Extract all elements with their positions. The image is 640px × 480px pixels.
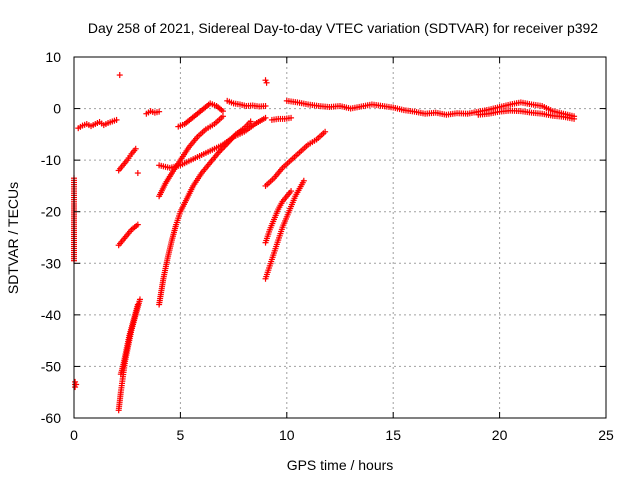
y-tick-label: -60 [41,410,61,426]
data-point [571,115,578,122]
data-point [219,113,226,120]
x-tick-label: 10 [279,427,295,443]
data-point [262,102,269,109]
x-tick-label: 15 [385,427,401,443]
y-axis-label: SDTVAR / TECUs [5,182,21,294]
grid [74,57,606,418]
x-tick-label: 5 [177,427,185,443]
y-tick-label: 10 [45,49,61,65]
data-point [134,170,141,177]
plot-frame [73,56,607,419]
data-point-fill [217,147,224,154]
y-tick-label: -40 [41,307,61,323]
chart-title: Day 258 of 2021, Sidereal Day-to-day VTE… [88,20,598,36]
y-tick-label: -50 [41,358,61,374]
x-tick-label: 0 [70,427,78,443]
data-point [219,108,226,115]
axis-ticks: 0 5 10 15 20 25 -60 -50 -40 -30 -20 -10 0 10 [41,49,614,443]
data-points [71,72,578,414]
x-tick-label: 20 [492,427,508,443]
data-point [156,108,163,115]
data-point [263,79,270,86]
data-point [288,114,295,121]
data-point [116,72,123,79]
data-point [322,128,329,135]
x-tick-label: 25 [598,427,614,443]
data-point [132,145,139,152]
data-point [300,177,307,184]
data-point [134,301,141,308]
data-point [262,114,269,121]
data-point [288,188,295,195]
data-point [134,221,141,228]
data-point [113,116,120,123]
y-tick-label: 0 [53,101,61,117]
y-tick-label: -30 [41,255,61,271]
data-point [247,118,254,125]
data-point [136,296,143,303]
x-axis-label: GPS time / hours [287,457,394,473]
y-tick-label: -10 [41,152,61,168]
y-tick-label: -20 [41,204,61,220]
